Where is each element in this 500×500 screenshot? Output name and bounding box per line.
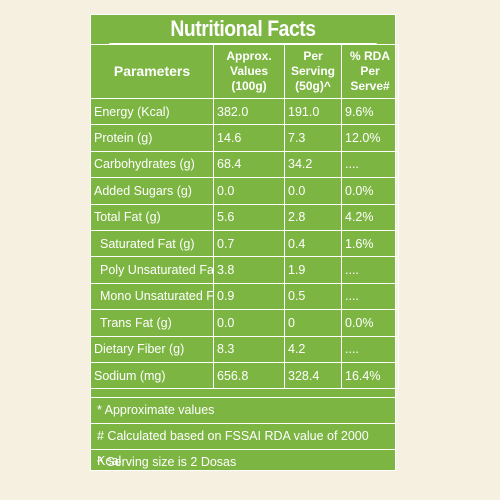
row-approx: 5.6 <box>213 203 285 231</box>
nutrition-table: Parameters Approx. Values (100g) Per Ser… <box>90 44 399 390</box>
row-approx: 0.7 <box>213 229 285 258</box>
header-parameters: Parameters <box>90 44 214 99</box>
row-serving: 328.4 <box>284 361 342 390</box>
table-row: Carbohydrates (g) 68.4 34.2 .... <box>90 150 399 179</box>
row-approx: 0.0 <box>213 177 285 205</box>
header-rda: % RDA Per Serve# <box>341 44 399 99</box>
row-rda: 12.0% <box>341 124 399 152</box>
header-approx-values: Approx. Values (100g) <box>213 44 285 99</box>
table-row: Trans Fat (g) 0.0 0 0.0% <box>90 309 399 337</box>
row-name: Saturated Fat (g) <box>90 229 214 258</box>
row-serving: 2.8 <box>284 203 342 231</box>
footnote-spacer <box>91 389 395 399</box>
row-approx: 8.3 <box>213 335 285 363</box>
row-approx: 3.8 <box>213 256 285 284</box>
row-rda: 1.6% <box>341 229 399 258</box>
row-name: Added Sugars (g) <box>90 177 214 205</box>
nutrition-facts-panel: Nutritional Facts Parameters Approx. Val… <box>90 14 399 471</box>
row-name: Carbohydrates (g) <box>90 150 214 179</box>
row-rda: .... <box>341 335 399 363</box>
table-row: Saturated Fat (g) 0.7 0.4 1.6% <box>90 229 399 258</box>
table-header-row: Parameters Approx. Values (100g) Per Ser… <box>90 44 399 99</box>
row-serving: 1.9 <box>284 256 342 284</box>
row-name: Dietary Fiber (g) <box>90 335 214 363</box>
row-serving: 0 <box>284 309 342 337</box>
table-row: Energy (Kcal) 382.0 191.0 9.6% <box>90 97 399 126</box>
row-rda: 9.6% <box>341 97 399 126</box>
row-serving: 4.2 <box>284 335 342 363</box>
row-serving: 0.5 <box>284 282 342 311</box>
row-rda: 0.0% <box>341 177 399 205</box>
row-approx: 656.8 <box>213 361 285 390</box>
footnote-serving-size: ^ Serving size is 2 Dosas <box>97 455 237 470</box>
footnotes: * Approximate values # Calculated based … <box>91 398 395 475</box>
table-row: Total Fat (g) 5.6 2.8 4.2% <box>90 203 399 231</box>
row-approx: 68.4 <box>213 150 285 179</box>
row-rda: 16.4% <box>341 361 399 390</box>
table-row: Added Sugars (g) 0.0 0.0 0.0% <box>90 177 399 205</box>
row-name: Energy (Kcal) <box>90 97 214 126</box>
row-serving: 191.0 <box>284 97 342 126</box>
row-approx: 382.0 <box>213 97 285 126</box>
row-rda: .... <box>341 256 399 284</box>
row-approx: 0.0 <box>213 309 285 337</box>
header-per-serving: Per Serving (50g)^ <box>284 44 342 99</box>
table-row: Sodium (mg) 656.8 328.4 16.4% <box>90 361 399 390</box>
table-row: Dietary Fiber (g) 8.3 4.2 .... <box>90 335 399 363</box>
table-row: Poly Unsaturated Fat (g) 3.8 1.9 .... <box>90 256 399 284</box>
row-serving: 34.2 <box>284 150 342 179</box>
row-rda: .... <box>341 282 399 311</box>
row-name: Total Fat (g) <box>90 203 214 231</box>
row-approx: 14.6 <box>213 124 285 152</box>
row-rda: 4.2% <box>341 203 399 231</box>
table-row: Mono Unsaturated Fat (g) 0.9 0.5 .... <box>90 282 399 311</box>
row-name: Trans Fat (g) <box>90 309 214 337</box>
row-name: Sodium (mg) <box>90 361 214 390</box>
panel-title: Nutritional Facts <box>109 15 377 44</box>
table-row: Protein (g) 14.6 7.3 12.0% <box>90 124 399 152</box>
footnote-approximate: * Approximate values <box>91 398 395 425</box>
row-name: Mono Unsaturated Fat (g) <box>90 282 214 311</box>
row-name: Protein (g) <box>90 124 214 152</box>
footnote-rda-basis: # Calculated based on FSSAI RDA value of… <box>91 424 395 468</box>
row-serving: 0.0 <box>284 177 342 205</box>
row-rda: .... <box>341 150 399 179</box>
row-serving: 0.4 <box>284 229 342 258</box>
row-serving: 7.3 <box>284 124 342 152</box>
row-name: Poly Unsaturated Fat (g) <box>90 256 214 284</box>
row-approx: 0.9 <box>213 282 285 311</box>
row-rda: 0.0% <box>341 309 399 337</box>
